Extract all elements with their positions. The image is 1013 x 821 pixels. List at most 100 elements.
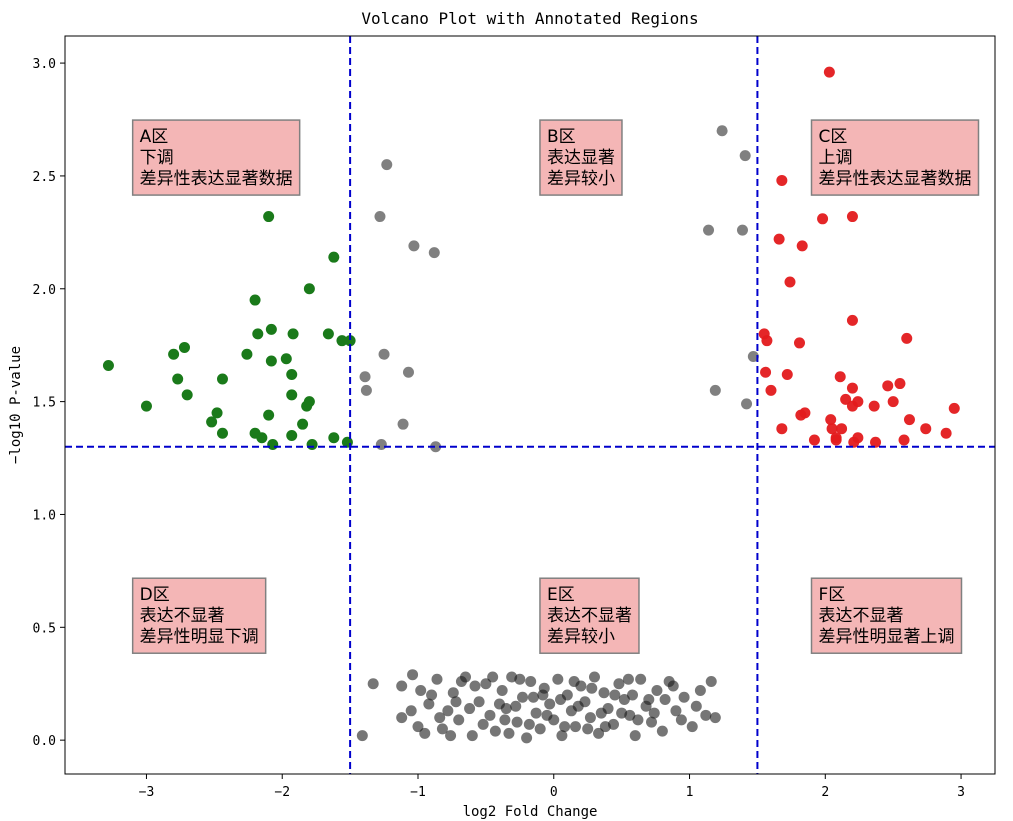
point-down — [263, 409, 275, 421]
x-tick-label: 0 — [550, 785, 558, 800]
point-not-significant — [595, 707, 607, 719]
point-down — [306, 438, 318, 450]
point-not-significant — [521, 732, 533, 744]
point-down — [178, 341, 190, 353]
point-not-significant — [445, 730, 457, 742]
point-up — [826, 423, 838, 435]
point-down — [297, 418, 309, 430]
y-tick-label: 0.0 — [33, 734, 56, 749]
point-up — [868, 400, 880, 412]
annotation-line: D区 — [140, 585, 170, 605]
point-up — [846, 314, 858, 326]
point-down — [265, 355, 277, 367]
point-up — [882, 380, 894, 392]
point-up — [796, 240, 808, 252]
point-significant-small-change — [703, 224, 715, 236]
point-significant-small-change — [747, 350, 759, 362]
point-up — [784, 276, 796, 288]
point-significant-small-change — [359, 371, 371, 383]
point-not-significant — [489, 725, 501, 737]
annotation-line: C区 — [819, 127, 848, 147]
point-down — [322, 328, 334, 340]
point-not-significant — [436, 723, 448, 735]
x-tick-label: 3 — [957, 785, 965, 800]
chart-title: Volcano Plot with Annotated Regions — [361, 9, 698, 28]
point-significant-small-change — [402, 366, 414, 378]
point-not-significant — [556, 730, 568, 742]
point-significant-small-change — [430, 441, 442, 453]
x-tick-label: −2 — [274, 785, 290, 800]
annotation-line: 差异性明显下调 — [140, 627, 259, 647]
x-axis-ticks: −3 −2 −1 0 1 2 3 — [139, 774, 965, 800]
point-up — [830, 434, 842, 446]
annotation-line: 上调 — [819, 148, 853, 168]
point-significant-small-change — [374, 211, 386, 223]
annotation-line: 表达不显著 — [547, 606, 632, 626]
point-not-significant — [629, 730, 641, 742]
annotation-box — [131, 119, 301, 196]
annotation-line: A区 — [140, 127, 169, 147]
point-not-significant — [407, 669, 419, 681]
point-not-significant — [593, 727, 605, 739]
point-down — [286, 369, 298, 381]
annotation-box — [131, 577, 267, 654]
point-significant-small-change — [375, 438, 387, 450]
point-significant-small-change — [397, 418, 409, 430]
point-not-significant — [618, 694, 630, 706]
point-not-significant — [670, 705, 682, 717]
point-significant-small-change — [716, 125, 728, 137]
point-not-significant — [584, 712, 596, 724]
point-not-significant — [690, 700, 702, 712]
point-down — [328, 251, 340, 263]
point-not-significant — [450, 696, 462, 708]
point-not-significant — [659, 694, 671, 706]
point-not-significant — [517, 691, 529, 703]
point-not-significant — [434, 712, 446, 724]
annotation-box — [810, 577, 963, 654]
point-not-significant — [613, 678, 625, 690]
point-up — [948, 402, 960, 414]
point-up — [840, 393, 852, 405]
point-significant-small-change — [709, 384, 721, 396]
point-down — [280, 353, 292, 365]
point-up — [825, 414, 837, 426]
annotation-line: 差异较小 — [547, 627, 615, 647]
point-up — [898, 434, 910, 446]
point-up — [823, 66, 835, 78]
point-not-significant — [510, 700, 522, 712]
annotation-line: 差异性明显著上调 — [819, 627, 955, 647]
y-axis-ticks: 0.0 0.5 1.0 1.5 2.0 2.5 3.0 — [33, 57, 65, 749]
point-not-significant — [484, 709, 496, 721]
point-not-significant — [493, 698, 505, 710]
point-up — [940, 427, 952, 439]
point-not-significant — [609, 689, 621, 701]
point-down — [140, 400, 152, 412]
point-not-significant — [675, 714, 687, 726]
point-down — [206, 416, 218, 428]
point-not-significant — [582, 723, 594, 735]
annotation-line: 表达不显著 — [819, 606, 904, 626]
point-not-significant — [616, 707, 628, 719]
point-down — [303, 283, 315, 295]
y-tick-label: 2.5 — [33, 170, 56, 185]
y-tick-label: 2.0 — [33, 283, 56, 298]
point-down — [168, 348, 180, 360]
point-not-significant — [598, 687, 610, 699]
point-not-significant — [447, 687, 459, 699]
point-up — [795, 409, 807, 421]
point-not-significant — [367, 678, 379, 690]
point-not-significant — [527, 691, 539, 703]
point-not-significant — [477, 718, 489, 730]
point-not-significant — [632, 714, 644, 726]
annotation-box — [539, 119, 623, 196]
x-tick-label: 1 — [686, 785, 694, 800]
point-up — [901, 332, 913, 344]
point-not-significant — [559, 721, 571, 733]
point-significant-small-change — [378, 348, 390, 360]
point-down — [287, 328, 299, 340]
